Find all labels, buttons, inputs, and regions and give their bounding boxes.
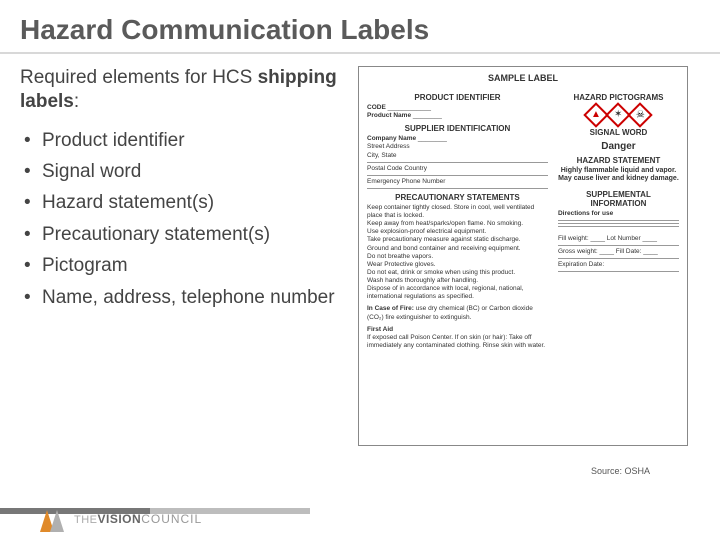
skull-pictogram-icon: ☠ xyxy=(628,102,653,127)
suppl-heading: SUPPLEMENTAL INFORMATION xyxy=(558,190,679,208)
right-column: SAMPLE LABEL PRODUCT IDENTIFIER CODE ___… xyxy=(358,66,700,446)
list-item: Signal word xyxy=(20,157,340,186)
logo-text: THEVISIONCOUNCIL xyxy=(74,512,202,526)
hazard-stmt-heading: HAZARD STATEMENT xyxy=(558,156,679,165)
sample-label-left: PRODUCT IDENTIFIER CODE ____________ Pro… xyxy=(367,89,548,350)
directions-field: Directions for use xyxy=(558,210,679,218)
sample-label-header: SAMPLE LABEL xyxy=(367,73,679,83)
signal-word: Danger xyxy=(558,141,679,152)
required-elements-list: Product identifier Signal word Hazard st… xyxy=(20,126,340,313)
pictogram-row: ▲ ✶ ☠ xyxy=(558,106,679,124)
title-underline xyxy=(0,52,720,54)
in-case-fire: In Case of Fire: use dry chemical (BC) o… xyxy=(367,305,548,321)
left-column: Required elements for HCS shipping label… xyxy=(20,66,340,446)
city-field: City, State xyxy=(367,152,548,160)
product-identifier-heading: PRODUCT IDENTIFIER xyxy=(367,93,548,102)
list-item: Pictogram xyxy=(20,251,340,280)
code-label: CODE ____________ xyxy=(367,104,548,112)
list-item: Hazard statement(s) xyxy=(20,188,340,217)
precaution-heading: PRECAUTIONARY STATEMENTS xyxy=(367,193,548,202)
logo-mark-icon xyxy=(40,506,66,532)
intro-post: : xyxy=(74,91,79,112)
list-item: Precautionary statement(s) xyxy=(20,220,340,249)
street-field: Street Address xyxy=(367,143,548,151)
sample-label-diagram: SAMPLE LABEL PRODUCT IDENTIFIER CODE ___… xyxy=(358,66,688,446)
list-item: Name, address, telephone number xyxy=(20,283,340,312)
supplier-heading: SUPPLIER IDENTIFICATION xyxy=(367,124,548,133)
footer: THEVISIONCOUNCIL xyxy=(0,492,720,540)
logo: THEVISIONCOUNCIL xyxy=(40,506,202,532)
gross-weight-field: Gross weight: ____ Fill Date: ____ xyxy=(558,248,679,256)
content-row: Required elements for HCS shipping label… xyxy=(0,66,720,446)
hazard-stmt: Highly flammable liquid and vapor. May c… xyxy=(558,167,679,184)
intro-pre: Required elements for HCS xyxy=(20,67,258,88)
sample-label-right: HAZARD PICTOGRAMS ▲ ✶ ☠ SIGNAL WORD Dang… xyxy=(558,89,679,350)
page-title: Hazard Communication Labels xyxy=(0,0,720,52)
product-name-label: Product Name ________ xyxy=(367,112,548,120)
postal-field: Postal Code Country xyxy=(367,165,548,173)
fill-weight-field: Fill weight: ____ Lot Number ____ xyxy=(558,235,679,243)
expiration-field: Expiration Date: xyxy=(558,261,679,269)
signal-word-heading: SIGNAL WORD xyxy=(558,128,679,137)
intro-text: Required elements for HCS shipping label… xyxy=(20,66,340,114)
phone-field: Emergency Phone Number xyxy=(367,178,548,186)
list-item: Product identifier xyxy=(20,126,340,155)
source-attribution: Source: OSHA xyxy=(591,466,650,476)
first-aid: First Aid If exposed call Poison Center.… xyxy=(367,326,548,350)
pictogram-heading: HAZARD PICTOGRAMS xyxy=(558,93,679,102)
slide: Hazard Communication Labels Required ele… xyxy=(0,0,720,540)
precaution-text: Keep container tightly closed. Store in … xyxy=(367,204,548,302)
sample-label-body: PRODUCT IDENTIFIER CODE ____________ Pro… xyxy=(367,89,679,350)
company-field: Company Name ________ xyxy=(367,135,548,143)
